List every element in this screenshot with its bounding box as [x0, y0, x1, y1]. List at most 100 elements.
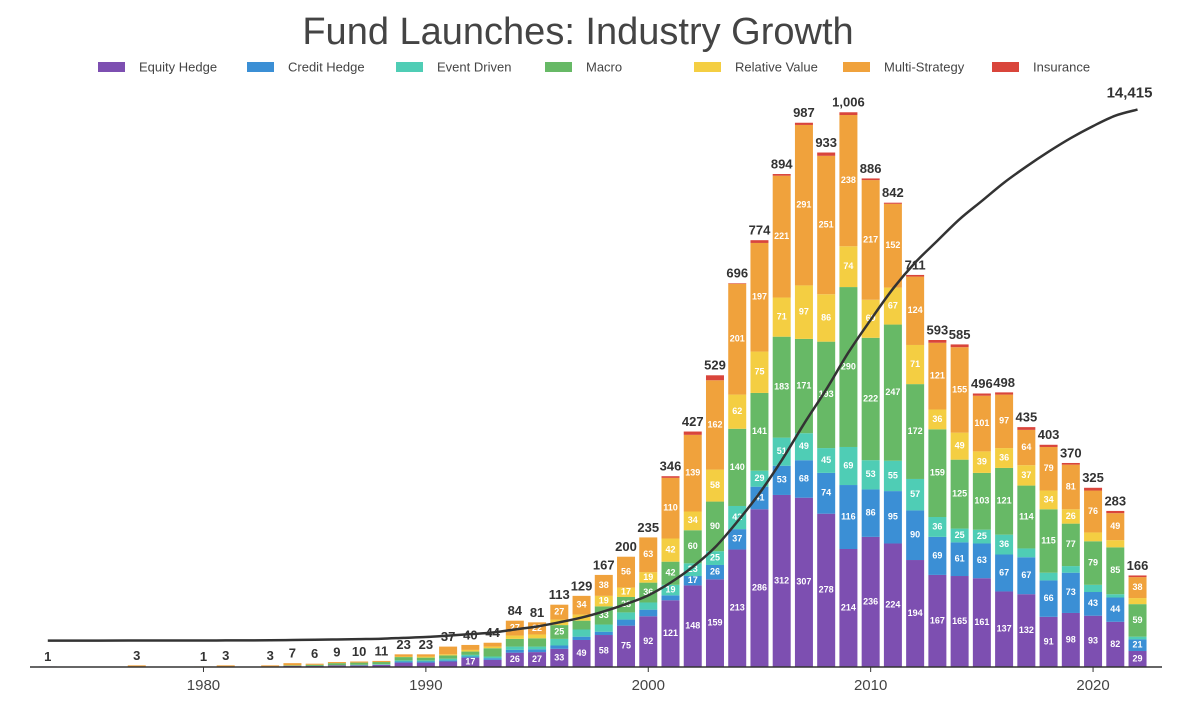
bar-segment [1061, 566, 1080, 573]
bar-segment [1039, 446, 1058, 491]
segment-label: 76 [1088, 506, 1098, 516]
segment-label: 95 [888, 512, 898, 522]
bar-segment [1061, 509, 1080, 524]
total-label: 283 [1104, 493, 1126, 508]
legend-swatch [396, 62, 423, 72]
bar-segment [617, 619, 636, 626]
segment-label: 49 [799, 441, 809, 451]
bar-segment [461, 654, 480, 657]
segment-label: 307 [796, 577, 811, 587]
bar-segment [394, 657, 413, 661]
bar-segment [883, 543, 902, 667]
bar-segment [794, 124, 813, 286]
bar-segment [1039, 616, 1058, 667]
segment-label: 86 [821, 312, 831, 322]
bar-segment [283, 663, 302, 666]
segment-label: 222 [863, 393, 878, 403]
legend-swatch [843, 62, 870, 72]
total-label: 113 [549, 587, 570, 602]
bar-segment [1017, 594, 1036, 667]
segment-label: 17 [465, 657, 475, 667]
segment-label: 49 [955, 441, 965, 451]
segment-label: 197 [752, 292, 767, 302]
segment-label: 194 [908, 608, 923, 618]
bar-segment [528, 638, 547, 647]
bar-segment [661, 600, 680, 667]
bar-segment [572, 620, 591, 630]
segment-label: 67 [999, 567, 1009, 577]
segment-label: 34 [577, 600, 587, 610]
bar-segment [528, 652, 547, 667]
legend-label: Multi-Strategy [884, 59, 965, 74]
bar-segment [1128, 636, 1147, 640]
segment-label: 44 [1110, 604, 1120, 614]
segment-label: 62 [732, 406, 742, 416]
bar-segment [394, 660, 413, 662]
bar-segment [772, 465, 791, 495]
bar-segment [705, 501, 724, 552]
bar-segment [1084, 615, 1103, 667]
segment-label: 115 [1041, 535, 1056, 545]
segment-label: 23 [688, 564, 698, 574]
bar-segment [1017, 548, 1036, 558]
segment-label: 141 [752, 426, 767, 436]
bar-segment [639, 537, 658, 573]
bar-segment [1084, 541, 1103, 585]
segment-label: 103 [974, 496, 989, 506]
bar-segment [505, 652, 524, 667]
total-label: 346 [660, 459, 682, 474]
segment-label: 36 [999, 539, 1009, 549]
bar-segment [728, 549, 747, 667]
segment-label: 42 [665, 568, 675, 578]
segment-label: 224 [885, 600, 900, 610]
bar-segment [1106, 594, 1125, 598]
segment-label: 41 [754, 492, 764, 502]
bar-segment [906, 560, 925, 667]
bar-segment [705, 380, 724, 470]
segment-label: 34 [1044, 494, 1054, 504]
bar-segment [550, 625, 569, 639]
bar-segment [906, 274, 925, 277]
segment-label: 25 [977, 531, 987, 541]
bar-segment [1039, 490, 1058, 510]
bar-segment [1061, 462, 1080, 465]
bar-segment [839, 287, 858, 447]
legend-label: Insurance [1033, 59, 1090, 74]
segment-label: 93 [1088, 636, 1098, 646]
bar-segment [394, 656, 413, 658]
bar-segment [972, 395, 991, 452]
segment-label: 75 [754, 367, 764, 377]
segment-label: 290 [841, 361, 856, 371]
bar-segment [906, 510, 925, 561]
bar-segment [127, 665, 146, 667]
bar-segment [1106, 540, 1125, 548]
segment-label: 53 [866, 469, 876, 479]
total-label: 23 [419, 637, 433, 652]
bar-segment [639, 602, 658, 610]
total-label: 593 [927, 322, 949, 337]
bar-segment [683, 511, 702, 531]
total-label: 427 [682, 414, 704, 429]
bar-segment [1128, 577, 1147, 599]
total-label: 987 [793, 105, 815, 120]
chart-title: Fund Launches: Industry Growth [302, 11, 853, 53]
segment-label: 51 [777, 446, 787, 456]
bar-segment [327, 663, 346, 666]
segment-label: 45 [821, 455, 831, 465]
segment-label: 17 [621, 587, 631, 597]
segment-label: 55 [888, 470, 898, 480]
segment-label: 71 [777, 311, 787, 321]
bar-segment [750, 242, 769, 352]
bar-segment [350, 661, 369, 663]
bar-segment [1106, 547, 1125, 595]
bar-segment [327, 665, 346, 667]
bar-segment [528, 649, 547, 653]
bar-segment [728, 283, 747, 395]
segment-label: 21 [1133, 640, 1143, 650]
bar-segment [861, 460, 880, 490]
legend-label: Credit Hedge [288, 59, 365, 74]
segment-label: 183 [774, 382, 789, 392]
bar-segment [550, 645, 569, 649]
bar-segment [1128, 639, 1147, 652]
total-label: 84 [508, 603, 523, 618]
